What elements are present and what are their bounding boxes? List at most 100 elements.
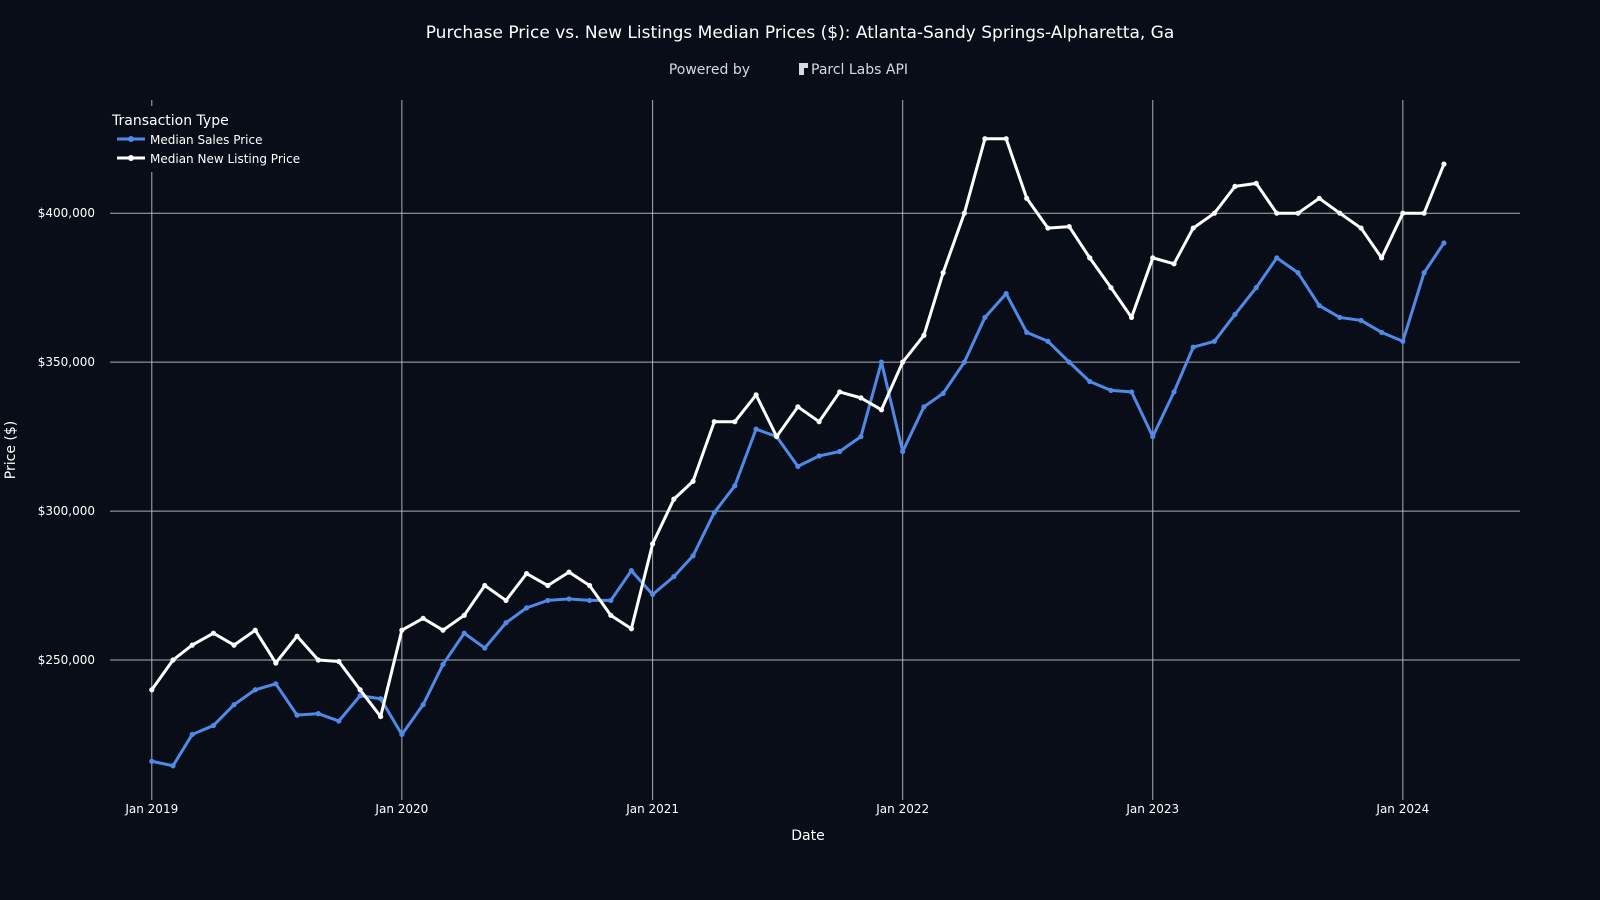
data-point[interactable] [503, 597, 509, 604]
data-point[interactable] [545, 582, 551, 589]
data-point[interactable] [482, 645, 488, 651]
data-point[interactable] [294, 712, 300, 718]
data-point[interactable] [566, 569, 572, 575]
data-point[interactable] [940, 390, 946, 397]
data-point[interactable] [732, 419, 738, 425]
data-point[interactable] [586, 582, 593, 589]
data-point[interactable] [1108, 285, 1114, 291]
data-point[interactable] [878, 359, 885, 365]
data-point[interactable] [1108, 387, 1114, 394]
data-point[interactable] [273, 681, 279, 687]
data-point[interactable] [170, 763, 176, 769]
data-point[interactable] [837, 448, 843, 455]
data-point[interactable] [671, 496, 677, 502]
data-point[interactable] [753, 392, 759, 398]
data-point[interactable] [399, 627, 405, 633]
data-point[interactable] [795, 404, 801, 410]
data-point[interactable] [1232, 311, 1238, 318]
data-point[interactable] [1211, 210, 1218, 216]
data-point[interactable] [1295, 210, 1301, 216]
data-point[interactable] [1253, 180, 1259, 187]
data-point[interactable] [1190, 344, 1196, 350]
data-point[interactable] [732, 483, 738, 489]
data-point[interactable] [1150, 255, 1156, 261]
data-point[interactable] [608, 597, 614, 604]
data-point[interactable] [774, 433, 780, 440]
data-point[interactable] [1421, 210, 1427, 216]
data-point[interactable] [1087, 378, 1093, 385]
data-point[interactable] [1253, 285, 1259, 291]
data-point[interactable] [1295, 270, 1301, 276]
data-point[interactable] [336, 658, 342, 665]
data-point[interactable] [1379, 329, 1385, 335]
data-point[interactable] [837, 389, 843, 395]
data-point[interactable] [357, 687, 363, 693]
data-point[interactable] [1045, 338, 1051, 344]
data-point[interactable] [628, 626, 634, 632]
data-point[interactable] [378, 713, 384, 720]
data-point[interactable] [1358, 225, 1364, 231]
data-point[interactable] [461, 630, 467, 636]
data-point[interactable] [461, 612, 467, 618]
data-point[interactable] [795, 463, 801, 469]
data-point[interactable] [1171, 261, 1177, 267]
data-point[interactable] [252, 627, 258, 633]
data-point[interactable] [252, 687, 258, 693]
data-point[interactable] [545, 597, 551, 604]
data-point[interactable] [231, 702, 237, 708]
data-point[interactable] [711, 509, 717, 516]
data-point[interactable] [1337, 314, 1343, 321]
data-point[interactable] [1232, 183, 1238, 189]
data-point[interactable] [523, 571, 530, 577]
data-point[interactable] [671, 573, 677, 580]
data-point[interactable] [1171, 389, 1177, 395]
data-point[interactable] [1024, 195, 1030, 201]
data-point[interactable] [753, 426, 759, 432]
data-point[interactable] [294, 633, 300, 639]
data-point[interactable] [399, 731, 405, 738]
data-point[interactable] [690, 553, 696, 559]
data-point[interactable] [1441, 240, 1447, 246]
data-point[interactable] [357, 693, 363, 699]
data-point[interactable] [1128, 314, 1135, 321]
data-point[interactable] [170, 657, 176, 663]
data-point[interactable] [482, 582, 488, 589]
data-point[interactable] [650, 591, 656, 598]
data-point[interactable] [858, 395, 864, 401]
data-point[interactable] [1003, 291, 1009, 297]
data-point[interactable] [1337, 210, 1343, 216]
data-point[interactable] [210, 630, 217, 636]
data-point[interactable] [273, 660, 279, 666]
data-point[interactable] [1066, 359, 1072, 365]
data-point[interactable] [900, 448, 906, 455]
data-point[interactable] [982, 314, 988, 321]
data-point[interactable] [1045, 225, 1051, 231]
data-point[interactable] [440, 661, 446, 668]
data-point[interactable] [231, 642, 237, 648]
data-point[interactable] [1211, 338, 1218, 344]
data-point[interactable] [1024, 329, 1030, 335]
data-point[interactable] [940, 270, 946, 276]
data-point[interactable] [566, 596, 572, 602]
data-point[interactable] [210, 722, 217, 729]
data-point[interactable] [189, 642, 195, 648]
data-point[interactable] [1150, 433, 1156, 440]
data-point[interactable] [1066, 223, 1072, 230]
data-point[interactable] [503, 620, 509, 626]
data-point[interactable] [921, 332, 927, 338]
data-point[interactable] [1190, 225, 1196, 231]
data-point[interactable] [149, 758, 155, 764]
data-point[interactable] [711, 419, 717, 425]
data-point[interactable] [878, 407, 885, 413]
data-point[interactable] [189, 731, 195, 738]
data-point[interactable] [921, 404, 927, 410]
data-point[interactable] [1400, 338, 1406, 344]
data-point[interactable] [628, 568, 634, 574]
data-point[interactable] [586, 597, 593, 604]
data-point[interactable] [1316, 302, 1322, 309]
legend-item-median-new-listing-price[interactable]: Median New Listing Price [117, 152, 300, 166]
data-point[interactable] [1358, 317, 1364, 324]
data-point[interactable] [816, 419, 822, 425]
data-point[interactable] [1441, 161, 1447, 167]
data-point[interactable] [1128, 389, 1135, 395]
